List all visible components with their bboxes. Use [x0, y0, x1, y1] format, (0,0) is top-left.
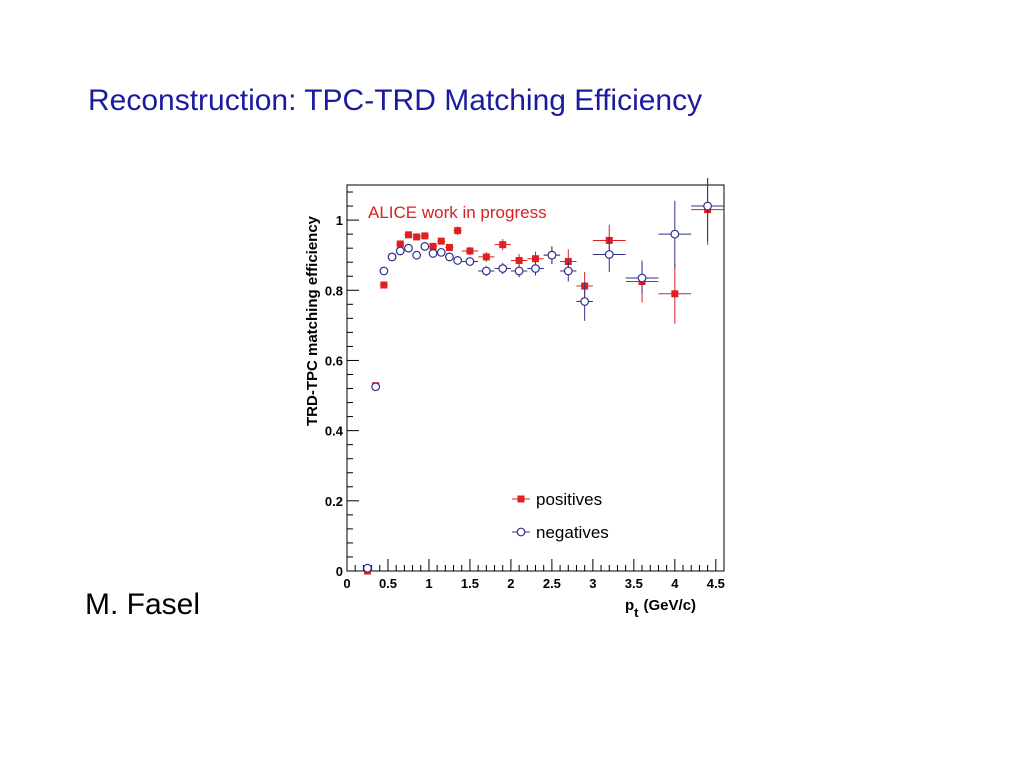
x-tick-label: 1.5	[461, 576, 479, 591]
x-tick-label: 4	[671, 576, 679, 591]
legend-item-negatives: negatives	[512, 523, 609, 542]
data-point	[371, 382, 381, 392]
data-point	[671, 290, 679, 298]
x-tick-label: 0.5	[379, 576, 397, 591]
data-point	[380, 281, 388, 289]
y-tick-label: 0.4	[325, 424, 344, 439]
data-point	[421, 232, 429, 240]
legend-label: positives	[536, 490, 602, 509]
x-axis-label-unit: (GeV/c)	[644, 597, 697, 614]
data-point	[580, 297, 590, 306]
author-name: M. Fasel	[85, 588, 201, 621]
x-tick-label: 2.5	[543, 576, 561, 591]
y-tick-label: 0.2	[325, 494, 343, 509]
legend-marker	[517, 495, 525, 503]
series-positives	[363, 178, 724, 575]
data-point	[437, 237, 445, 245]
y-tick-label: 1	[336, 213, 343, 228]
data-point	[515, 256, 523, 264]
data-point	[547, 250, 557, 260]
data-point	[498, 264, 508, 273]
data-point	[396, 240, 404, 248]
x-tick-label: 3.5	[625, 576, 643, 591]
y-axis-title: TRD-TPC matching efficiency	[304, 215, 321, 426]
x-axis-label-sub: t	[634, 605, 639, 620]
annotation-text: ALICE work in progress	[368, 203, 547, 222]
series-negatives	[363, 178, 724, 573]
y-tick-label: 0.8	[325, 283, 343, 298]
x-axis-title: pt (GeV/c)	[625, 597, 696, 620]
data-point	[531, 264, 540, 273]
data-point	[404, 231, 412, 239]
data-point	[445, 243, 453, 251]
data-point	[363, 563, 372, 573]
x-tick-label: 2	[507, 576, 514, 591]
data-point	[604, 250, 614, 259]
legend-item-positives: positives	[512, 490, 602, 509]
x-tick-label: 0	[343, 576, 350, 591]
y-tick-label: 0.6	[325, 353, 343, 368]
data-point	[404, 243, 413, 253]
legend: positives negatives	[512, 490, 609, 542]
data-point	[532, 255, 539, 263]
legend-label: negatives	[536, 523, 609, 542]
x-tick-label: 1	[425, 576, 432, 591]
data-point	[466, 247, 474, 255]
legend-marker	[516, 527, 526, 537]
slide-title: Reconstruction: TPC-TRD Matching Efficie…	[88, 84, 703, 117]
y-tick-label: 0	[336, 564, 343, 579]
data-point	[499, 241, 507, 249]
data-point	[454, 227, 462, 235]
data-point	[482, 253, 490, 261]
data-point	[514, 266, 524, 276]
data-point	[413, 233, 421, 241]
data-point	[670, 229, 680, 239]
data-point	[395, 246, 405, 256]
data-point	[445, 252, 454, 262]
data-point	[436, 247, 446, 257]
data-point	[465, 257, 475, 266]
data-point	[428, 249, 438, 258]
data-point	[420, 242, 430, 251]
data-point	[563, 266, 573, 276]
data-point	[412, 250, 422, 260]
data-point	[481, 266, 491, 276]
data-point	[387, 252, 397, 262]
data-point	[637, 273, 647, 283]
data-point	[703, 201, 713, 211]
data-series	[363, 178, 724, 575]
x-tick-label: 4.5	[707, 576, 725, 591]
x-axis-label-p: p	[625, 597, 634, 614]
data-point	[429, 242, 437, 250]
data-point	[379, 266, 389, 276]
efficiency-chart: 0 0.5 1 1.5 2 2.5 3 3.5 4 4.5 0 0.2 0.4 0.6 0.8 1 ALICE…	[304, 178, 725, 620]
x-tick-label: 3	[589, 576, 596, 591]
data-point	[453, 256, 463, 265]
